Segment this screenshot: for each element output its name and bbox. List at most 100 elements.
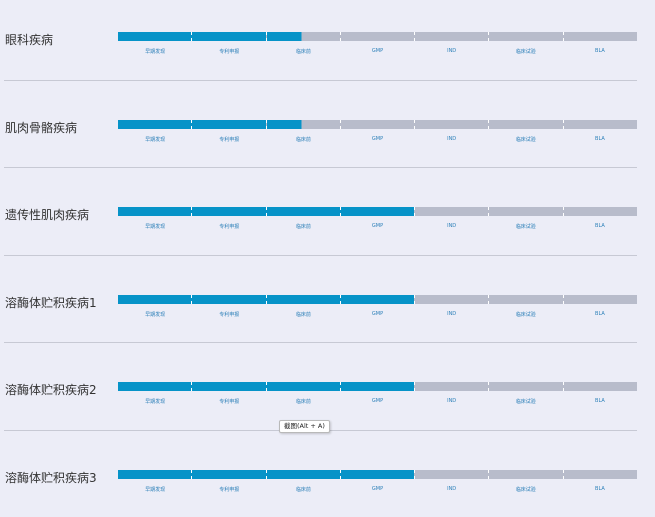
progress-segment	[265, 120, 340, 129]
row-divider	[4, 167, 637, 168]
progress-segment	[265, 382, 340, 391]
stage-label: 专利申报	[219, 399, 240, 405]
progress-bar	[118, 295, 637, 304]
stage-label: IND	[447, 311, 457, 317]
progress-segment	[118, 120, 192, 129]
progress-segment	[118, 470, 192, 479]
pipeline-row: 眼科疾病 早期发现 专利申报 临床前 GMP IND 临床试验 BLA	[0, 7, 655, 95]
stage-label: 临床试验	[515, 399, 536, 405]
disease-name: 溶酶体贮积疾病2	[5, 383, 97, 397]
stage-label: GMP	[371, 223, 384, 229]
progress-segment	[339, 470, 415, 479]
progress-bar	[118, 120, 637, 129]
stage-labels: 早期发现 专利申报 临床前 GMP IND 临床试验 BLA	[118, 48, 637, 55]
disease-name: 遗传性肌肉疾病	[5, 208, 90, 222]
stage-label: 临床试验	[515, 137, 536, 143]
progress-segment	[191, 32, 266, 41]
progress-segment	[191, 470, 266, 479]
disease-name: 溶酶体贮积疾病3	[5, 471, 97, 485]
stage-label: 早期发现	[145, 224, 166, 230]
progress-segment	[191, 295, 266, 304]
progress-segment	[562, 32, 637, 41]
row-divider	[4, 342, 637, 343]
progress-segment	[265, 470, 340, 479]
stage-label: 专利申报	[219, 312, 240, 318]
progress-segment	[414, 382, 489, 391]
stage-label: 专利申报	[219, 137, 240, 143]
stage-label: BLA	[595, 398, 605, 404]
stage-label: GMP	[371, 486, 384, 492]
stage-label: BLA	[595, 136, 605, 142]
progress-segment	[118, 32, 192, 41]
progress-segment	[414, 120, 489, 129]
stage-label: BLA	[595, 486, 605, 492]
stage-label: BLA	[595, 48, 605, 54]
stage-labels: 早期发现 专利申报 临床前 GMP IND 临床试验 BLA	[118, 486, 637, 493]
progress-segment	[339, 382, 415, 391]
stage-label: IND	[447, 136, 457, 142]
progress-segment	[562, 382, 637, 391]
stage-label: 临床前	[295, 312, 311, 318]
stage-label: 临床前	[295, 399, 311, 405]
progress-segment	[488, 295, 563, 304]
progress-bar	[118, 470, 637, 479]
stage-label: 早期发现	[145, 312, 166, 318]
progress-bar	[118, 207, 637, 216]
progress-segment	[339, 295, 415, 304]
progress-segment	[562, 295, 637, 304]
stage-label: GMP	[371, 48, 384, 54]
stage-label: 专利申报	[219, 487, 240, 493]
progress-segment	[118, 207, 192, 216]
stage-label: 临床试验	[515, 224, 536, 230]
progress-segment	[562, 207, 637, 216]
stage-label: IND	[447, 486, 457, 492]
progress-segment	[191, 207, 266, 216]
disease-name: 溶酶体贮积疾病1	[5, 296, 97, 310]
progress-segment	[562, 470, 637, 479]
stage-label: 临床试验	[515, 487, 536, 493]
stage-labels: 早期发现 专利申报 临床前 GMP IND 临床试验 BLA	[118, 136, 637, 143]
progress-segment	[414, 295, 489, 304]
stage-label: 专利申报	[219, 224, 240, 230]
stage-label: 临床前	[295, 224, 311, 230]
progress-segment	[414, 207, 489, 216]
progress-segment	[191, 382, 266, 391]
stage-label: 早期发现	[145, 487, 166, 493]
progress-segment	[265, 207, 340, 216]
stage-labels: 早期发现 专利申报 临床前 GMP IND 临床试验 BLA	[118, 398, 637, 405]
progress-segment	[562, 120, 637, 129]
stage-labels: 早期发现 专利申报 临床前 GMP IND 临床试验 BLA	[118, 311, 637, 318]
progress-segment	[339, 120, 415, 129]
row-divider	[4, 255, 637, 256]
progress-segment	[339, 32, 415, 41]
stage-label: 早期发现	[145, 399, 166, 405]
stage-label: 临床试验	[515, 49, 536, 55]
pipeline-row: 溶酶体贮积疾病2 早期发现 专利申报 临床前 GMP IND 临床试验 BLA	[0, 357, 655, 445]
progress-segment	[488, 470, 563, 479]
stage-label: BLA	[595, 223, 605, 229]
screenshot-tooltip: 截图(Alt + A)	[279, 420, 330, 433]
stage-label: 临床前	[295, 137, 311, 143]
disease-name: 眼科疾病	[5, 33, 54, 47]
stage-label: 临床前	[295, 49, 311, 55]
pipeline-row: 肌肉骨骼疾病 早期发现 专利申报 临床前 GMP IND 临床试验 BLA	[0, 95, 655, 183]
progress-segment	[118, 295, 192, 304]
progress-bar	[118, 382, 637, 391]
disease-name: 肌肉骨骼疾病	[5, 121, 78, 135]
progress-bar	[118, 32, 637, 41]
stage-label: 临床前	[295, 487, 311, 493]
stage-label: IND	[447, 398, 457, 404]
stage-labels: 早期发现 专利申报 临床前 GMP IND 临床试验 BLA	[118, 223, 637, 230]
pipeline-row: 溶酶体贮积疾病3 早期发现 专利申报 临床前 GMP IND 临床试验 BLA	[0, 445, 655, 517]
progress-segment	[191, 120, 266, 129]
progress-segment	[265, 295, 340, 304]
stage-label: IND	[447, 223, 457, 229]
progress-segment	[488, 32, 563, 41]
pipeline-row: 遗传性肌肉疾病 早期发现 专利申报 临床前 GMP IND 临床试验 BLA	[0, 182, 655, 270]
stage-label: 早期发现	[145, 49, 166, 55]
progress-segment	[118, 382, 192, 391]
stage-label: 早期发现	[145, 137, 166, 143]
stage-label: IND	[447, 48, 457, 54]
stage-label: 临床试验	[515, 312, 536, 318]
progress-segment	[414, 470, 489, 479]
